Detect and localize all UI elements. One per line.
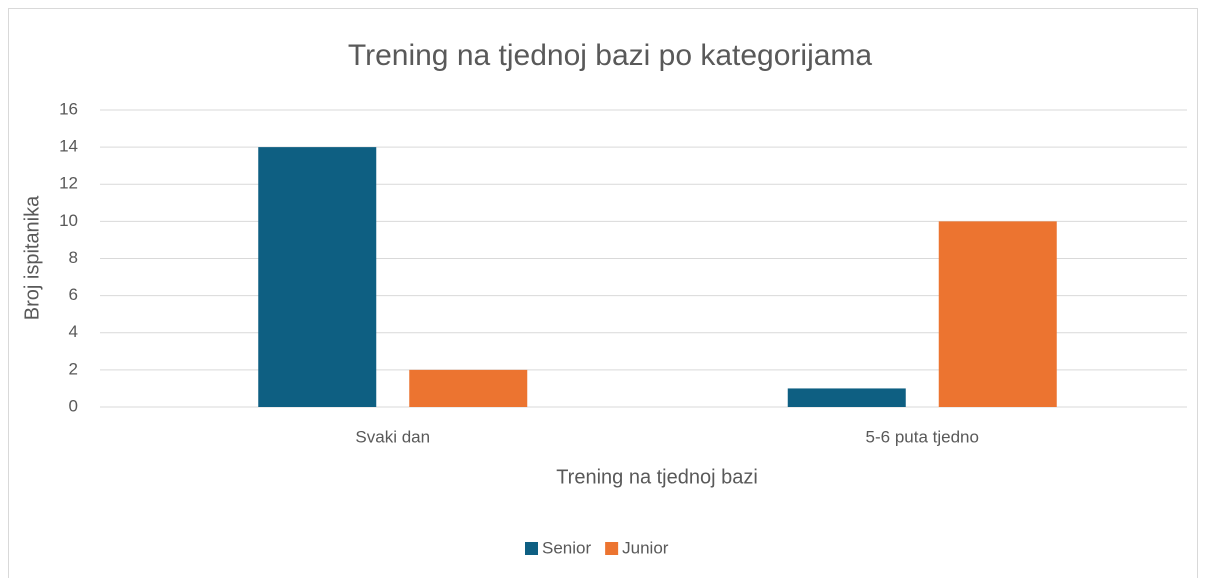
- x-tick-label: 5-6 puta tjedno: [866, 427, 979, 446]
- bar: [787, 388, 906, 407]
- legend-swatch: [525, 542, 538, 555]
- x-tick-label: Svaki dan: [355, 427, 430, 446]
- y-tick-label: 10: [59, 211, 78, 230]
- bar: [409, 369, 528, 407]
- y-tick-label: 8: [69, 248, 78, 267]
- x-axis-label: Trening na tjednoj bazi: [556, 466, 758, 488]
- y-tick-label: 14: [59, 137, 78, 156]
- y-tick-label: 16: [59, 99, 78, 118]
- legend-label: Senior: [542, 538, 591, 557]
- y-tick-label: 12: [59, 174, 78, 193]
- bar: [938, 221, 1057, 407]
- y-tick-label: 6: [69, 285, 78, 304]
- bar: [258, 147, 377, 407]
- legend-swatch: [605, 542, 619, 555]
- y-axis-label: Broj ispitanika: [21, 195, 43, 320]
- y-tick-label: 2: [69, 359, 78, 378]
- y-tick-label: 4: [69, 322, 78, 341]
- legend-label: Junior: [622, 538, 669, 557]
- y-tick-label: 0: [69, 396, 78, 415]
- chart-title: Trening na tjednoj bazi po kategorijama: [348, 39, 873, 72]
